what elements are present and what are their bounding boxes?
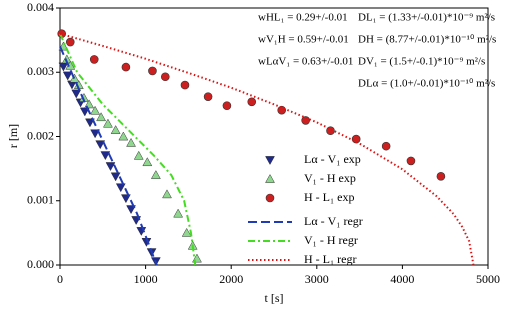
legend-label: V₁ - H regr bbox=[304, 233, 358, 247]
legend-marker bbox=[265, 173, 275, 183]
data-point bbox=[133, 150, 144, 160]
x-tick-label: 1000 bbox=[134, 272, 158, 286]
data-point bbox=[381, 141, 391, 151]
annotation: DL₁ = (1.33+/-0.01)*10⁻⁹ m²/s bbox=[358, 12, 495, 24]
y-tick-label: 0.002 bbox=[27, 128, 54, 142]
data-point bbox=[126, 137, 136, 147]
x-tick-label: 3000 bbox=[305, 272, 329, 286]
y-tick-label: 0.001 bbox=[27, 193, 54, 207]
data-point bbox=[406, 156, 416, 166]
data-point bbox=[71, 89, 82, 99]
data-point bbox=[110, 172, 121, 182]
data-point bbox=[142, 157, 153, 167]
data-point bbox=[436, 172, 446, 181]
data-point bbox=[180, 80, 190, 90]
y-tick-label: 0.003 bbox=[27, 64, 54, 78]
data-point bbox=[277, 105, 287, 115]
data-point bbox=[118, 131, 129, 141]
data-point bbox=[160, 72, 170, 82]
data-point bbox=[110, 125, 121, 134]
regression-line bbox=[59, 32, 475, 266]
data-point bbox=[115, 183, 126, 193]
legend-label: Lα - V₁ regr bbox=[304, 214, 363, 228]
x-axis-label: t [s] bbox=[265, 291, 284, 305]
legend-label: V₁ - H exp bbox=[304, 171, 356, 185]
y-tick-label: 0.004 bbox=[27, 0, 54, 14]
data-point bbox=[90, 129, 101, 139]
data-point bbox=[181, 227, 192, 237]
data-point bbox=[351, 134, 361, 144]
annotation: DV₁ = (1.5+/-0.1)*10⁻⁹ m²/s bbox=[358, 56, 485, 68]
data-point bbox=[65, 37, 75, 47]
data-point bbox=[203, 92, 213, 101]
data-point bbox=[89, 55, 99, 64]
data-point bbox=[148, 66, 157, 76]
legend-marker bbox=[265, 156, 275, 166]
data-point bbox=[247, 97, 257, 107]
data-point bbox=[150, 170, 161, 179]
data-point bbox=[100, 151, 111, 161]
y-axis-label: r [m] bbox=[6, 124, 20, 148]
data-point bbox=[62, 71, 73, 81]
data-point bbox=[103, 118, 113, 128]
data-point bbox=[301, 116, 310, 125]
legend-label: H - L₁ exp bbox=[304, 190, 355, 204]
x-tick-label: 2000 bbox=[219, 272, 243, 286]
data-point bbox=[96, 112, 107, 122]
data-point bbox=[105, 162, 116, 172]
x-tick-label: 0 bbox=[57, 272, 63, 286]
data-point bbox=[121, 62, 131, 72]
y-tick-label: 0.000 bbox=[27, 257, 54, 271]
data-point bbox=[90, 105, 101, 115]
data-point bbox=[173, 208, 184, 218]
x-tick-label: 5000 bbox=[476, 272, 500, 286]
annotation: DLα = (1.0+/-0.01)*10⁻¹⁰ m²/s bbox=[358, 78, 495, 90]
data-point bbox=[162, 189, 172, 199]
regression-line bbox=[59, 33, 197, 266]
legend-label: H - L₁ regr bbox=[304, 252, 357, 266]
annotation: DH = (8.77+/-0.01)*10⁻¹⁰ m²/s bbox=[358, 34, 496, 46]
data-point bbox=[222, 101, 232, 110]
annotation: wHL₁ = 0.29+/-0.01 bbox=[258, 12, 348, 24]
annotation: wV₁H = 0.59+/-0.01 bbox=[258, 34, 349, 46]
regression-line bbox=[59, 46, 158, 266]
data-point bbox=[85, 118, 95, 128]
legend-label: Lα - V₁ exp bbox=[304, 152, 361, 166]
annotation: wLαV₁ = 0.63+/-0.01 bbox=[258, 56, 353, 68]
x-tick-label: 4000 bbox=[390, 272, 414, 286]
data-point bbox=[95, 140, 106, 150]
legend-marker bbox=[265, 193, 275, 203]
